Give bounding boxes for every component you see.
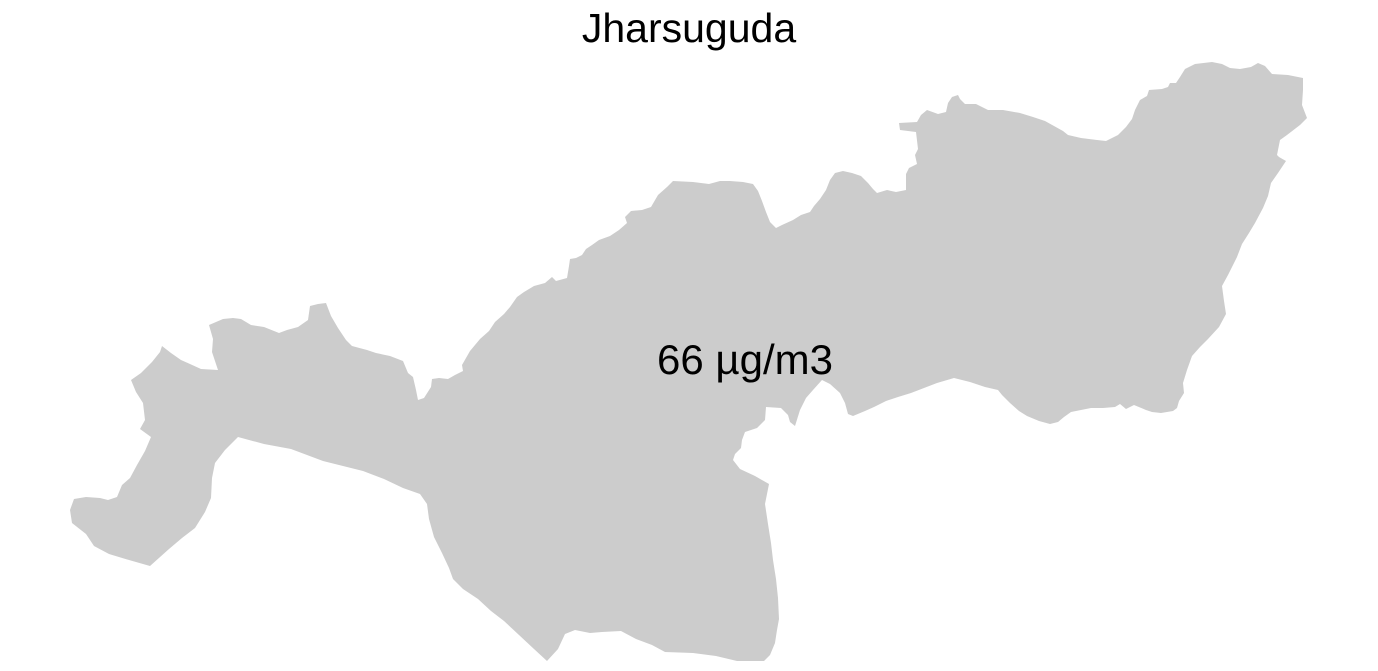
district-value-label: 66 µg/m3 bbox=[657, 336, 833, 383]
map-title: Jharsuguda bbox=[581, 5, 797, 51]
district-region-jharsuguda bbox=[70, 62, 1307, 661]
